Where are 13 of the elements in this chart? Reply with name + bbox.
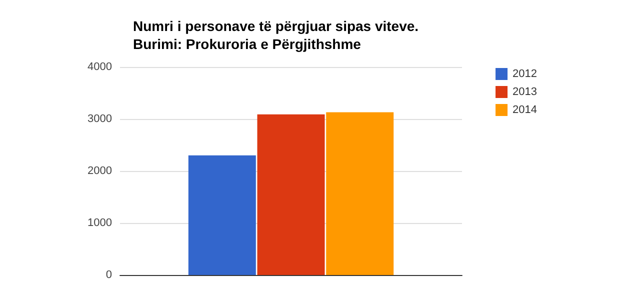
- bar: [257, 114, 325, 275]
- y-tick-label: 1000: [88, 217, 112, 229]
- chart-title: Numri i personave të përgjuar sipas viteve.: [133, 18, 419, 34]
- legend-label: 2012: [512, 68, 538, 80]
- legend-label: 2014: [512, 104, 538, 116]
- legend-label: 2013: [512, 86, 538, 98]
- bar: [326, 112, 394, 275]
- y-tick-label: 2000: [88, 165, 112, 177]
- y-tick-label: 0: [106, 269, 112, 281]
- chart-subtitle: Burimi: Prokuroria e Përgjithshme: [133, 36, 362, 52]
- bar: [188, 155, 256, 275]
- y-tick-label: 4000: [88, 61, 112, 73]
- y-tick-label: 3000: [88, 113, 112, 125]
